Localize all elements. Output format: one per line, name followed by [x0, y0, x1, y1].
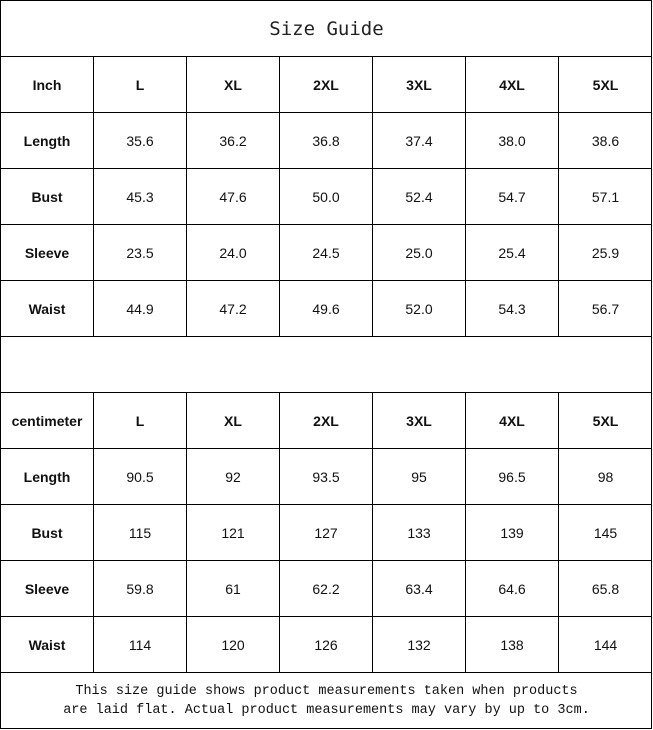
measurement-cell: 65.8: [591, 580, 620, 597]
measurement-cell: 25.4: [466, 225, 559, 280]
table-row: Length 35.6 36.2 36.8 37.4 38.0 38.6: [1, 113, 652, 169]
measurement-cell: 35.6: [94, 113, 187, 168]
measurement-cell: 95: [373, 449, 466, 504]
measurement-cell: 139: [466, 505, 559, 560]
size-header: 3XL: [373, 393, 466, 448]
measurement-cell: 50.0: [280, 169, 373, 224]
measurement-cell: 36.2: [187, 113, 280, 168]
table-row: Sleeve 23.5 24.0 24.5 25.0 25.4 25.9: [1, 225, 652, 281]
footer-line-2: are laid flat. Actual product measuremen…: [63, 703, 590, 718]
size-header: 2XL: [280, 393, 373, 448]
measurement-cell: 36.8: [280, 113, 373, 168]
measurement-cell: 127: [280, 505, 373, 560]
table-row: Bust 45.3 47.6 50.0 52.4 54.7 57.1: [1, 169, 652, 225]
row-label: Bust: [1, 505, 94, 560]
measurement-cell: 24.0: [187, 225, 280, 280]
measurement-cell: 144: [593, 636, 618, 653]
row-label: Waist: [1, 281, 94, 336]
measurement-cell: 54.7: [466, 169, 559, 224]
unit-header: centimeter: [1, 393, 94, 448]
measurement-cell: 98: [597, 468, 614, 485]
measurement-cell: 59.8: [94, 561, 187, 616]
measurement-cell: 121: [187, 505, 280, 560]
measurement-cell: 90.5: [94, 449, 187, 504]
measurement-cell: 132: [373, 617, 466, 672]
size-header: 5XL: [592, 412, 619, 429]
measurement-cell: 44.9: [94, 281, 187, 336]
measurement-cell: 47.6: [187, 169, 280, 224]
table-header-row: Inch L XL 2XL 3XL 4XL 5XL: [1, 57, 652, 113]
measurement-cell: 63.4: [373, 561, 466, 616]
measurement-cell: 64.6: [466, 561, 559, 616]
measurement-cell: 92: [187, 449, 280, 504]
measurement-cell: 25.0: [373, 225, 466, 280]
table-spacer: [1, 337, 652, 393]
measurement-cell: 23.5: [94, 225, 187, 280]
size-header: 5XL: [592, 76, 619, 93]
row-label: Length: [1, 449, 94, 504]
measurement-cell: 114: [94, 617, 187, 672]
measurement-cell: 62.2: [280, 561, 373, 616]
measurement-cell: 24.5: [280, 225, 373, 280]
size-header: XL: [187, 393, 280, 448]
unit-header: Inch: [1, 57, 94, 112]
row-label: Sleeve: [1, 225, 94, 280]
measurement-cell: 52.4: [373, 169, 466, 224]
size-header: 2XL: [280, 57, 373, 112]
measurement-cell: 47.2: [187, 281, 280, 336]
measurement-cell: 93.5: [280, 449, 373, 504]
row-label: Bust: [1, 169, 94, 224]
measurement-cell: 56.7: [591, 300, 620, 317]
measurement-cell: 49.6: [280, 281, 373, 336]
size-header: XL: [187, 57, 280, 112]
measurement-cell: 38.0: [466, 113, 559, 168]
measurement-cell: 120: [187, 617, 280, 672]
table-row: Waist 114 120 126 132 138 144: [1, 617, 652, 673]
measurement-cell: 52.0: [373, 281, 466, 336]
measurement-cell: 61: [187, 561, 280, 616]
row-label: Sleeve: [1, 561, 94, 616]
measurement-cell: 138: [466, 617, 559, 672]
measurement-cell: 38.6: [591, 132, 620, 149]
size-header: 4XL: [466, 393, 559, 448]
measurement-cell: 37.4: [373, 113, 466, 168]
table-row: Bust 115 121 127 133 139 145: [1, 505, 652, 561]
size-header: 4XL: [466, 57, 559, 112]
measurement-cell: 145: [593, 524, 618, 541]
measurement-cell: 126: [280, 617, 373, 672]
size-header: L: [94, 57, 187, 112]
size-header: L: [94, 393, 187, 448]
measurement-cell: 25.9: [591, 244, 620, 261]
measurement-cell: 54.3: [466, 281, 559, 336]
measurement-cell: 115: [94, 505, 187, 560]
table-row: Waist 44.9 47.2 49.6 52.0 54.3 56.7: [1, 281, 652, 337]
table-row: Sleeve 59.8 61 62.2 63.4 64.6 65.8: [1, 561, 652, 617]
footer-line-1: This size guide shows product measuremen…: [75, 684, 578, 699]
footer-note: This size guide shows product measuremen…: [1, 673, 652, 729]
row-label: Waist: [1, 617, 94, 672]
measurement-cell: 96.5: [466, 449, 559, 504]
row-label: Length: [1, 113, 94, 168]
page-title: Size Guide: [1, 1, 652, 57]
table-row: Length 90.5 92 93.5 95 96.5 98: [1, 449, 652, 505]
table-header-row: centimeter L XL 2XL 3XL 4XL 5XL: [1, 393, 652, 449]
measurement-cell: 133: [373, 505, 466, 560]
measurement-cell: 57.1: [591, 188, 620, 205]
measurement-cell: 45.3: [94, 169, 187, 224]
size-header: 3XL: [373, 57, 466, 112]
